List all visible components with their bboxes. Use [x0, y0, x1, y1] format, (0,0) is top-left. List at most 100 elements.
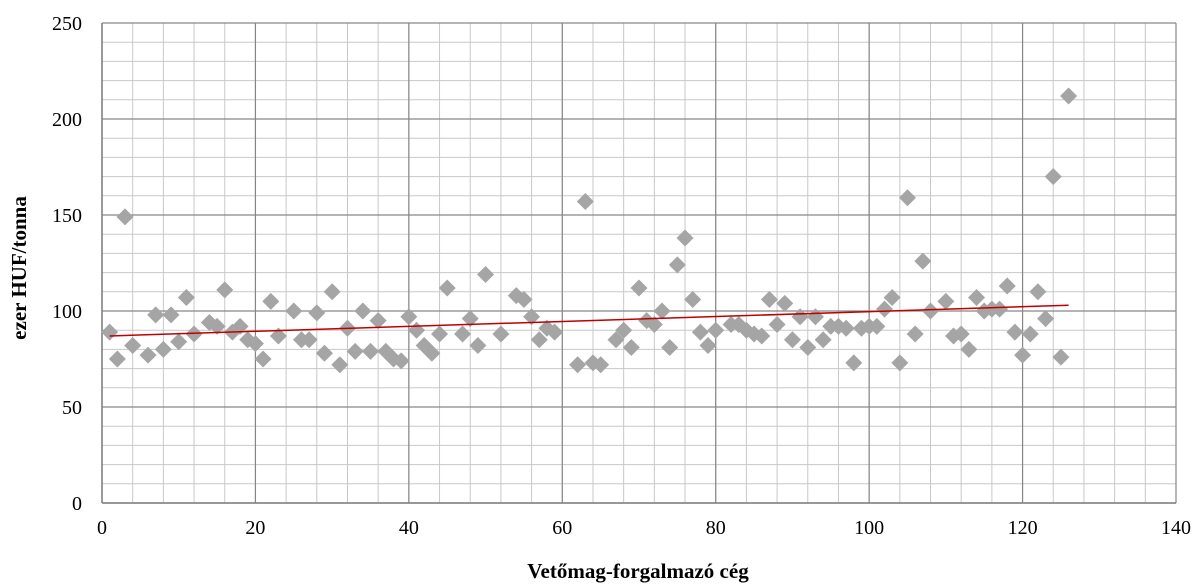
trendline: [109, 304, 1069, 337]
x-tick-label: 120: [1008, 517, 1038, 539]
data-point: [546, 323, 564, 341]
data-point: [645, 315, 663, 333]
data-point: [492, 325, 510, 343]
data-point: [101, 323, 119, 341]
x-tick-label: 100: [854, 517, 884, 539]
data-point: [262, 292, 280, 310]
y-axis-title: ezer HUF/tonna: [7, 196, 31, 340]
data-point: [837, 319, 855, 337]
data-point: [331, 356, 349, 374]
data-point: [300, 331, 318, 349]
y-tick-label: 0: [72, 493, 82, 515]
y-tick-label: 150: [52, 205, 82, 227]
data-point: [515, 290, 533, 308]
data-point: [576, 193, 594, 211]
data-point: [998, 277, 1016, 295]
data-point: [1014, 346, 1032, 364]
data-point: [139, 346, 157, 364]
data-point: [760, 290, 778, 308]
data-point: [323, 283, 341, 301]
data-point: [661, 338, 679, 356]
data-point: [392, 352, 410, 370]
y-tick-label: 200: [52, 109, 82, 131]
data-point: [254, 350, 272, 368]
data-point: [408, 321, 426, 339]
data-point: [124, 337, 142, 355]
data-point: [308, 304, 326, 322]
data-point: [108, 350, 126, 368]
data-point: [991, 300, 1009, 318]
data-point: [569, 356, 587, 374]
data-point: [185, 325, 203, 343]
data-point: [684, 290, 702, 308]
data-point: [891, 354, 909, 372]
trendline-group: [109, 304, 1069, 337]
data-point: [630, 279, 648, 297]
data-point: [753, 327, 771, 345]
data-point: [968, 289, 986, 307]
y-tick-label: 100: [52, 301, 82, 323]
data-point: [431, 325, 449, 343]
data-point: [1037, 310, 1055, 328]
data-points: [101, 87, 1078, 374]
grid: [101, 22, 1177, 504]
data-point: [607, 331, 625, 349]
data-point: [423, 344, 441, 362]
data-point: [799, 338, 817, 356]
data-point: [477, 266, 495, 284]
data-point: [147, 306, 165, 324]
data-point: [354, 302, 372, 320]
data-point: [400, 308, 418, 326]
data-point: [315, 344, 333, 362]
data-point: [906, 325, 924, 343]
data-point: [523, 308, 541, 326]
data-point: [914, 252, 932, 270]
y-tick-label: 250: [52, 13, 82, 35]
data-point: [776, 294, 794, 312]
data-point: [952, 325, 970, 343]
data-point: [438, 279, 456, 297]
data-point: [937, 292, 955, 310]
data-point: [691, 323, 709, 341]
data-point: [707, 321, 725, 339]
data-point: [246, 335, 264, 353]
data-point: [699, 337, 717, 355]
data-point: [162, 306, 180, 324]
data-point: [960, 340, 978, 358]
data-point: [622, 338, 640, 356]
data-point: [231, 317, 249, 335]
data-point: [653, 302, 671, 320]
data-point: [116, 208, 134, 226]
data-point: [269, 327, 287, 345]
x-tick-label: 140: [1161, 517, 1191, 539]
data-point: [530, 331, 548, 349]
data-point: [883, 289, 901, 307]
data-point: [1006, 323, 1024, 341]
data-point: [369, 312, 387, 330]
x-axis-title: Vetőmag-forgalmazó cég: [527, 559, 749, 583]
data-point: [783, 331, 801, 349]
data-point: [845, 354, 863, 372]
data-point: [668, 256, 686, 274]
x-tick-label: 20: [245, 517, 265, 539]
data-point: [1029, 283, 1047, 301]
y-tick-labels: 0 50 100 150 200 250: [52, 13, 82, 515]
data-point: [216, 281, 234, 299]
data-point: [814, 331, 832, 349]
data-point: [346, 342, 364, 360]
data-point: [285, 302, 303, 320]
y-tick-label: 50: [62, 397, 82, 419]
data-point: [676, 229, 694, 247]
data-point: [154, 340, 172, 358]
data-point: [1044, 168, 1062, 186]
x-tick-labels: 0 20 40 60 80 100 120 140: [97, 517, 1191, 539]
data-point: [1021, 325, 1039, 343]
data-point: [592, 356, 610, 374]
data-point: [177, 289, 195, 307]
x-tick-label: 0: [97, 517, 107, 539]
data-point: [461, 310, 479, 328]
data-point: [875, 300, 893, 318]
x-tick-label: 80: [706, 517, 726, 539]
data-point: [170, 333, 188, 351]
